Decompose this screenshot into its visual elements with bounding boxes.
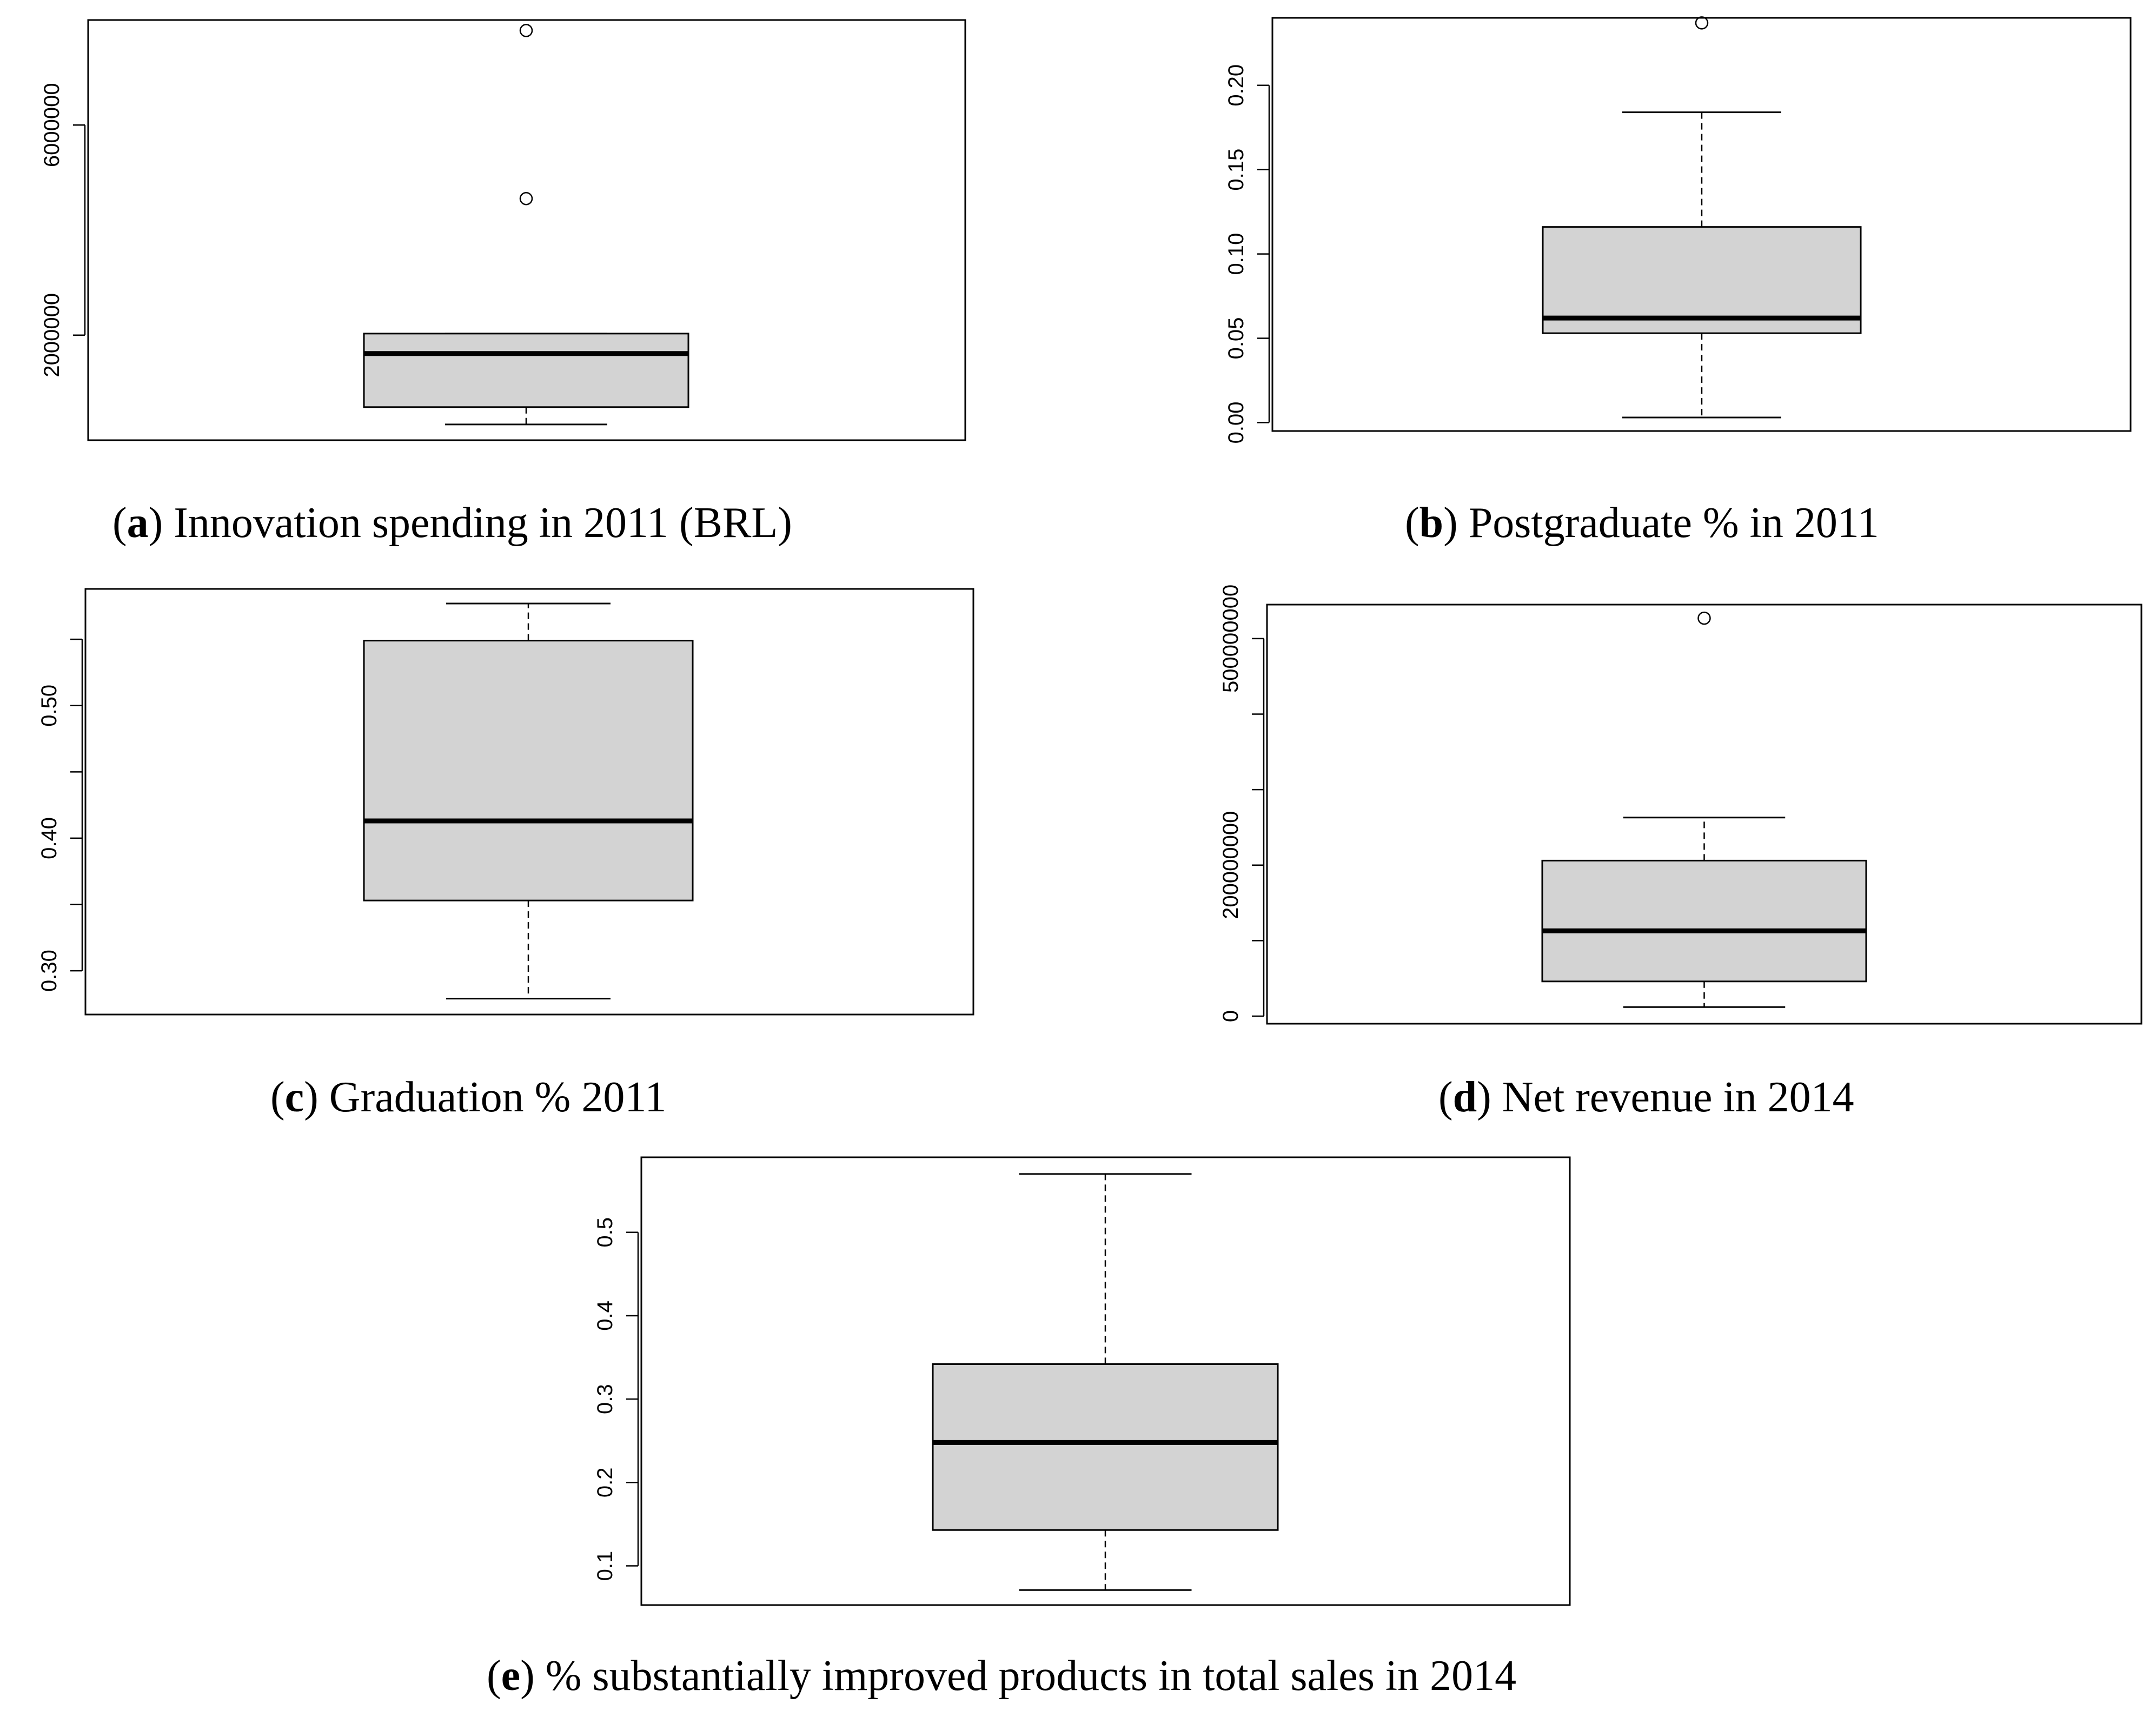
panel-caption: (c) Graduation % 2011 (270, 1073, 666, 1121)
caption-text: Innovation spending in 2011 (BRL) (174, 499, 792, 547)
plot-frame (87, 19, 966, 441)
y-tick-label: 0.15 (1224, 149, 1248, 191)
y-tick-label: 2000000 (40, 293, 64, 377)
plot-frame (84, 588, 974, 1016)
plot-frame (1271, 17, 2132, 432)
caption-letter: c (285, 1073, 304, 1121)
y-tick-label: 500000000 (1219, 585, 1243, 693)
iqr-box (363, 640, 694, 901)
y-tick-label: 0.40 (37, 817, 61, 859)
outlier-point (1697, 611, 1711, 625)
panel-caption: (d) Net revenue in 2014 (1438, 1073, 1854, 1121)
y-tick-label: 0.2 (593, 1468, 617, 1498)
caption-letter: a (127, 499, 149, 547)
y-tick-label: 0.00 (1224, 401, 1248, 443)
y-tick-label: 0.5 (593, 1217, 617, 1248)
y-tick-label: 0.30 (37, 950, 61, 992)
y-tick-label: 0.50 (37, 685, 61, 727)
caption-letter: b (1419, 499, 1444, 547)
panel-e-improved-products: 0.1 0.2 0.3 0.4 0.5 (e) % substantially impro… (487, 1156, 1571, 1700)
y-tick-label: 6000000 (40, 83, 64, 167)
plot-frame (640, 1156, 1571, 1606)
iqr-box (363, 333, 689, 408)
y-tick-label: 0.1 (593, 1551, 617, 1581)
caption-text: Net revenue in 2014 (1502, 1073, 1854, 1121)
y-tick-label: 0.05 (1224, 317, 1248, 360)
panel-caption: (b) Postgraduate % in 2011 (1405, 499, 1879, 547)
y-tick-label: 0.10 (1224, 233, 1248, 275)
y-tick-label: 0.20 (1224, 64, 1248, 107)
y-tick-label: 200000000 (1219, 811, 1243, 919)
caption-text: % substantially improved products in tot… (546, 1652, 1516, 1700)
plot-frame (1266, 604, 2142, 1025)
iqr-box (1541, 859, 1867, 983)
caption-text: Graduation % 2011 (329, 1073, 667, 1121)
y-tick-label: 0.3 (593, 1384, 617, 1414)
panel-b-postgraduate: 0.00 0.05 0.10 0.15 0.20 (b) Postgraduate % i… (1224, 16, 2132, 547)
iqr-box (932, 1363, 1279, 1531)
panel-c-graduation: 0.30 0.40 0.50 (c) Graduation % 2011 (37, 588, 974, 1121)
caption-text: Postgraduate % in 2011 (1469, 499, 1879, 547)
outlier-point (519, 191, 533, 205)
panel-a-innovation-spending: 2000000 6000000 (a) Innovation spending in… (40, 19, 966, 547)
panel-caption: (a) Innovation spending in 2011 (BRL) (112, 499, 792, 547)
panel-caption: (e) % substantially improved products in… (487, 1652, 1516, 1700)
panel-d-net-revenue: 0 200000000 500000000 (d) Net revenue in 20… (1219, 585, 2142, 1121)
y-tick-label: 0.4 (593, 1301, 617, 1331)
outlier-point (1695, 16, 1709, 30)
y-tick-label: 0 (1219, 1010, 1243, 1022)
caption-letter: e (501, 1652, 521, 1700)
outlier-point (519, 24, 533, 37)
caption-letter: d (1453, 1073, 1477, 1121)
iqr-box (1542, 226, 1862, 334)
